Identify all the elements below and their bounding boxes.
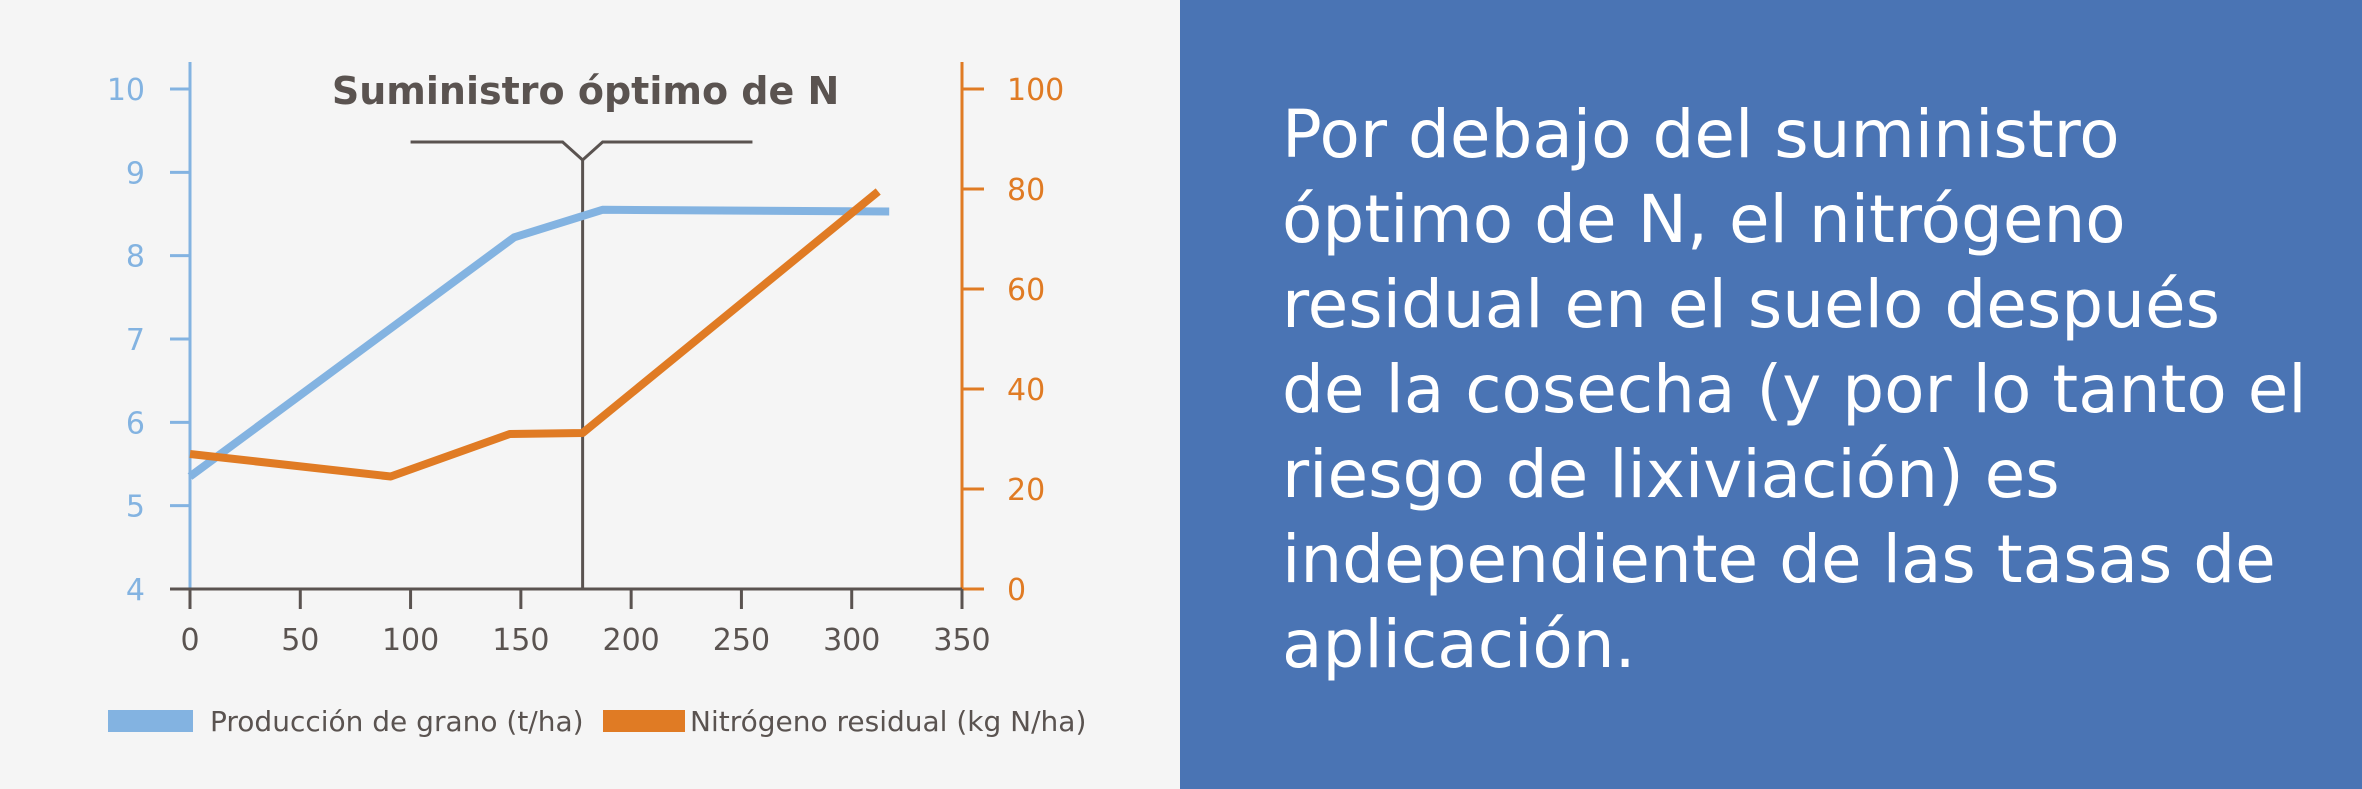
chart-panel: 4 5 6 7 8 9 10 0 20 40 60 80 100 0 50 100 150 200 250 300 35…: [0, 0, 1180, 789]
left-y-tick-label: 9: [126, 156, 145, 191]
right-y-tick-label: 40: [1007, 373, 1045, 408]
x-tick-label: 150: [492, 623, 549, 658]
legend-swatch: [603, 710, 685, 732]
left-y-tick-label: 4: [126, 573, 145, 608]
right-y-tick-label: 20: [1007, 473, 1045, 508]
legend-label: Nitrógeno residual (kg N/ha): [690, 705, 1086, 738]
legend-swatch: [108, 710, 193, 732]
right-y-tick-label: 60: [1007, 273, 1045, 308]
right-y-tick-label: 80: [1007, 173, 1045, 208]
left-y-tick-label: 7: [126, 323, 145, 358]
right-y-tick-label: 0: [1007, 573, 1026, 608]
series-line-residual-nitrogen: [189, 188, 881, 481]
x-tick-label: 350: [933, 623, 990, 658]
x-tick-label: 100: [382, 623, 439, 658]
x-tick-label: 300: [823, 623, 880, 658]
right-y-tick-label: 100: [1007, 73, 1064, 108]
series-line-grain-yield: [187, 205, 890, 480]
left-y-tick-label: 10: [107, 73, 145, 108]
optimum-annotation: Suministro óptimo de N: [332, 69, 839, 113]
left-y-tick-label: 6: [126, 406, 145, 441]
x-tick-label: 250: [713, 623, 770, 658]
x-tick-label: 0: [180, 623, 199, 658]
left-y-tick-label: 5: [126, 490, 145, 525]
legend-label: Producción de grano (t/ha): [210, 705, 584, 738]
x-tick-label: 50: [281, 623, 319, 658]
text-panel: Por debajo del suministro óptimo de N, e…: [1180, 0, 2362, 789]
x-tick-label: 200: [603, 623, 660, 658]
panel-text: Por debajo del suministro óptimo de N, e…: [1282, 96, 2307, 683]
left-y-tick-label: 8: [126, 240, 145, 275]
optimum-bracket: [410, 140, 753, 163]
